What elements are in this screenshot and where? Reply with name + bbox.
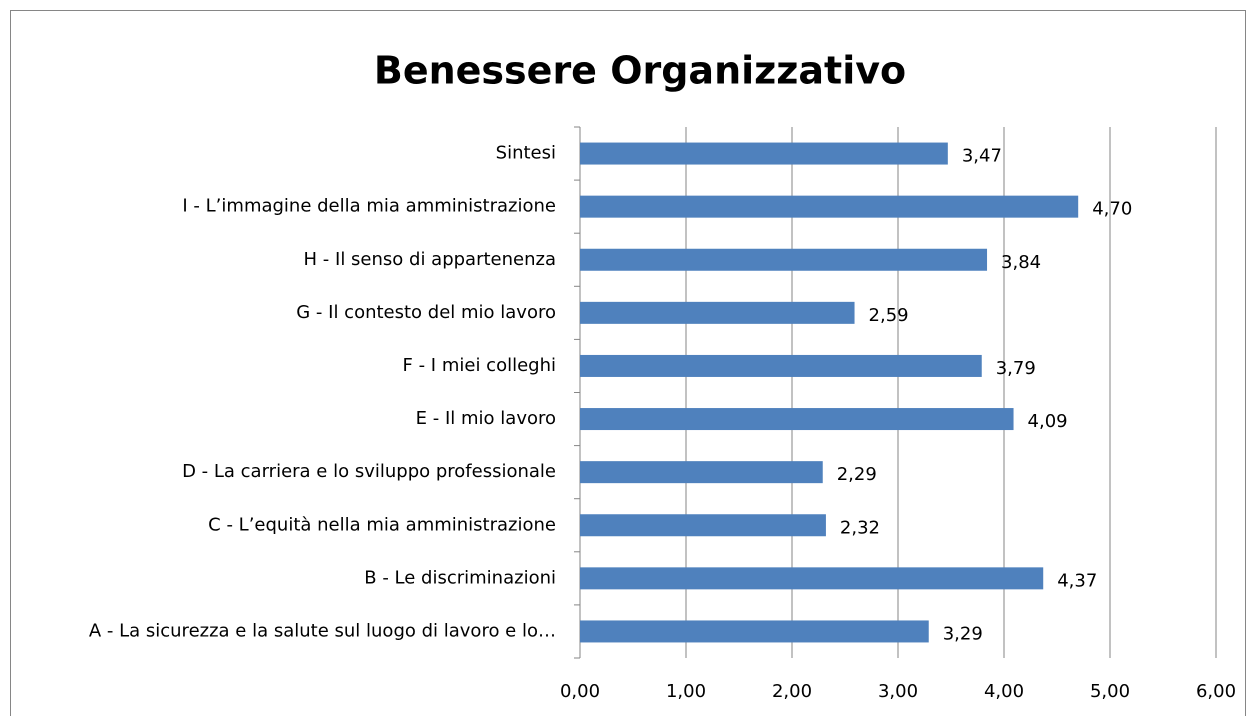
bar — [580, 248, 988, 271]
value-label: 4,09 — [1028, 411, 1068, 432]
x-tick-label: 1,00 — [666, 681, 706, 702]
y-tick-label: F - I miei colleghi — [403, 355, 556, 376]
bar — [580, 461, 823, 484]
bar — [580, 142, 948, 165]
y-tick-label: Sintesi — [496, 143, 556, 164]
value-label: 3,79 — [996, 358, 1036, 379]
y-tick-label: E - Il mio lavoro — [416, 408, 556, 429]
x-tick-label: 2,00 — [772, 681, 812, 702]
x-tick-label: 5,00 — [1090, 681, 1130, 702]
y-tick-label: G - Il contesto del mio lavoro — [296, 302, 556, 323]
value-label: 2,59 — [869, 305, 909, 326]
chart-title: Benessere Organizzativo — [374, 49, 906, 93]
x-tick-label: 4,00 — [984, 681, 1024, 702]
bar — [580, 514, 826, 537]
y-tick-label: I - L’immagine della mia amministrazione — [182, 196, 556, 217]
bar — [580, 567, 1044, 590]
y-tick-label: D - La carriera e lo sviluppo profession… — [182, 461, 556, 482]
bar — [580, 301, 855, 324]
bar — [580, 620, 929, 643]
y-tick-label: C - L’equità nella mia amministrazione — [208, 514, 556, 535]
bar — [580, 195, 1079, 218]
x-tick-label: 3,00 — [878, 681, 918, 702]
y-tick-label: A - La sicurezza e la salute sul luogo d… — [89, 620, 556, 641]
bar — [580, 354, 982, 377]
y-tick-label: B - Le discriminazioni — [364, 567, 556, 588]
x-tick-label: 6,00 — [1196, 681, 1236, 702]
x-tick-label: 0,00 — [560, 681, 600, 702]
bar — [580, 408, 1014, 431]
value-label: 3,47 — [962, 146, 1002, 167]
value-label: 2,29 — [837, 464, 877, 485]
value-label: 3,84 — [1001, 252, 1041, 273]
y-tick-label: H - Il senso di appartenenza — [304, 249, 556, 270]
value-label: 4,70 — [1092, 199, 1132, 220]
value-label: 4,37 — [1057, 570, 1097, 591]
value-label: 3,29 — [943, 623, 983, 644]
value-label: 2,32 — [840, 517, 880, 538]
